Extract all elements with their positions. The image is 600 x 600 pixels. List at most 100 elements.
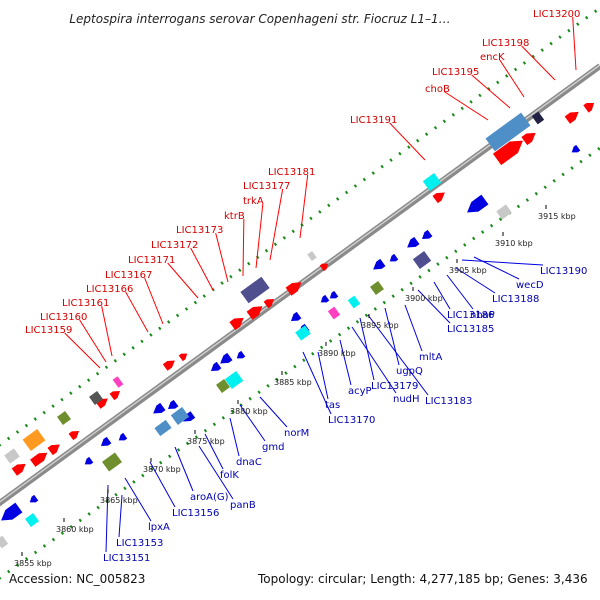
reverse-gene-mark-20 [571,144,581,153]
block-cyan-3 [295,325,311,341]
reverse-leader-2 [118,494,123,538]
reverse-gene-label-8: dnaC [236,457,262,468]
accession-text: Accession: NC_005823 [9,572,146,586]
block-cyan-1 [25,513,39,527]
forward-gene-mark-2 [47,444,60,456]
forward-leader-11 [269,188,284,261]
forward-gene-mark-7 [178,353,188,362]
dotted-guides [0,6,600,580]
forward-leader-3 [101,305,113,357]
reverse-gene-mark-2 [29,494,39,503]
reverse-gene-label-16: ugpQ [396,366,423,377]
reverse-gene-label-15: LIC13179 [371,381,418,392]
reverse-gene-label-13: acyP [348,386,372,397]
reverse-leader-23 [473,256,520,280]
forward-leader-13 [389,122,426,161]
reverse-gene-label-22: LIC13188 [492,294,539,305]
forward-gene-mark-17 [583,102,595,113]
block-orange [22,429,46,451]
block-gray-4 [496,204,512,220]
block-olive-2 [102,452,122,472]
forward-leader-17 [521,45,556,81]
reverse-leader-22 [455,267,496,294]
reverse-gene-mark-8 [183,411,196,422]
reverse-gene-label-10: norM [284,428,309,439]
forward-gene-label-17: LIC13198 [482,38,529,49]
reverse-leader-15 [359,317,375,381]
genome-summary: Topology: circular; Length: 4,277,185 bp… [258,572,588,586]
reverse-leader-21 [446,274,474,310]
reverse-gene-label-20: LIC13186 [447,310,494,321]
reverse-gene-mark-17 [407,236,420,248]
forward-gene-label-11: LIC13177 [243,181,290,192]
block-cyan-2 [224,371,244,389]
forward-leader-15 [471,74,511,109]
map-title: Leptospira interrogans serovar Copenhage… [69,12,450,26]
reverse-gene-label-17: LIC13183 [425,396,472,407]
reverse-leader-18 [404,304,423,352]
block-slate-3 [531,111,545,125]
block-steel-1 [154,419,172,437]
forward-leader-2 [79,319,107,363]
forward-gene-mark-14 [492,140,523,166]
tick-label-1: 3855 kbp [14,559,52,568]
reverse-leader-11 [302,351,332,415]
forward-leader-7 [190,247,214,291]
block-magenta-2 [327,306,341,320]
reverse-leader-6 [198,445,234,500]
block-steel-2 [170,407,190,425]
tick-label-2: 3860 kbp [56,525,94,534]
dotted-guide-1 [0,6,600,447]
reverse-gene-mark-9 [210,361,222,371]
forward-leader-8 [215,232,229,283]
kbp-ticks: 3855 kbp 3860 kbp 3865 kbp 3870 kbp 3875 kbp… [14,205,576,568]
reverse-leader-24 [461,259,544,266]
forward-gene-label-8: LIC13173 [176,225,223,236]
reverse-gene-label-3: lpxA [148,522,170,533]
reverse-leader-8 [229,417,240,457]
reverse-leader-13 [339,339,352,386]
block-slate-1 [240,276,270,304]
forward-gene-mark-18 [11,463,26,476]
reverse-gene-mark-3 [84,456,94,465]
reverse-gene-mark-13 [320,294,330,303]
forward-leader-5 [144,277,164,325]
reverse-gene-label-7: folK [220,470,239,481]
reverse-gene-mark-5 [118,432,128,441]
forward-leader-16 [499,59,525,98]
forward-gene-label-16: encK [480,52,505,63]
forward-gene-mark-12 [319,263,329,272]
tick-label-9: 3895 kbp [361,321,399,330]
forward-gene-label-6: LIC13171 [128,255,175,266]
reverse-gene-label-9: gmd [262,442,284,453]
reverse-leader-3 [124,477,152,522]
reverse-leader-5 [174,446,194,492]
block-magenta-1 [112,376,124,388]
tick-label-10: 3900 kbp [405,294,443,303]
gene-features [0,102,595,549]
forward-gene-label-9: ktrB [224,211,245,222]
reverse-gene-label-5: aroA(G) [190,492,229,503]
forward-gene-mark-3 [68,431,80,441]
reverse-leader-10 [259,396,288,428]
forward-gene-mark-1 [30,452,48,467]
reverse-gene-label-19: LIC13185 [447,324,494,335]
gene-labels: LIC13159 LIC13160 LIC13161 LIC13166 LIC13167… [25,9,587,564]
reverse-gene-label-2: LIC13153 [116,538,163,549]
forward-gene-label-13: LIC13191 [350,115,397,126]
forward-gene-mark-15 [521,132,536,146]
forward-gene-label-14: choB [425,84,450,95]
forward-gene-label-3: LIC13161 [62,298,109,309]
reverse-gene-label-21: nhaP [470,310,495,321]
reverse-leader-7 [204,433,224,470]
reverse-gene-mark-15 [373,258,386,270]
forward-gene-label-2: LIC13160 [40,312,87,323]
reverse-gene-mark-10 [220,352,233,364]
reverse-gene-mark-1 [1,502,23,521]
forward-gene-mark-8 [229,317,244,331]
block-steel-3 [485,112,531,152]
forward-gene-mark-6 [162,360,175,371]
forward-gene-label-7: LIC13172 [151,240,198,251]
forward-leader-18 [572,16,577,71]
